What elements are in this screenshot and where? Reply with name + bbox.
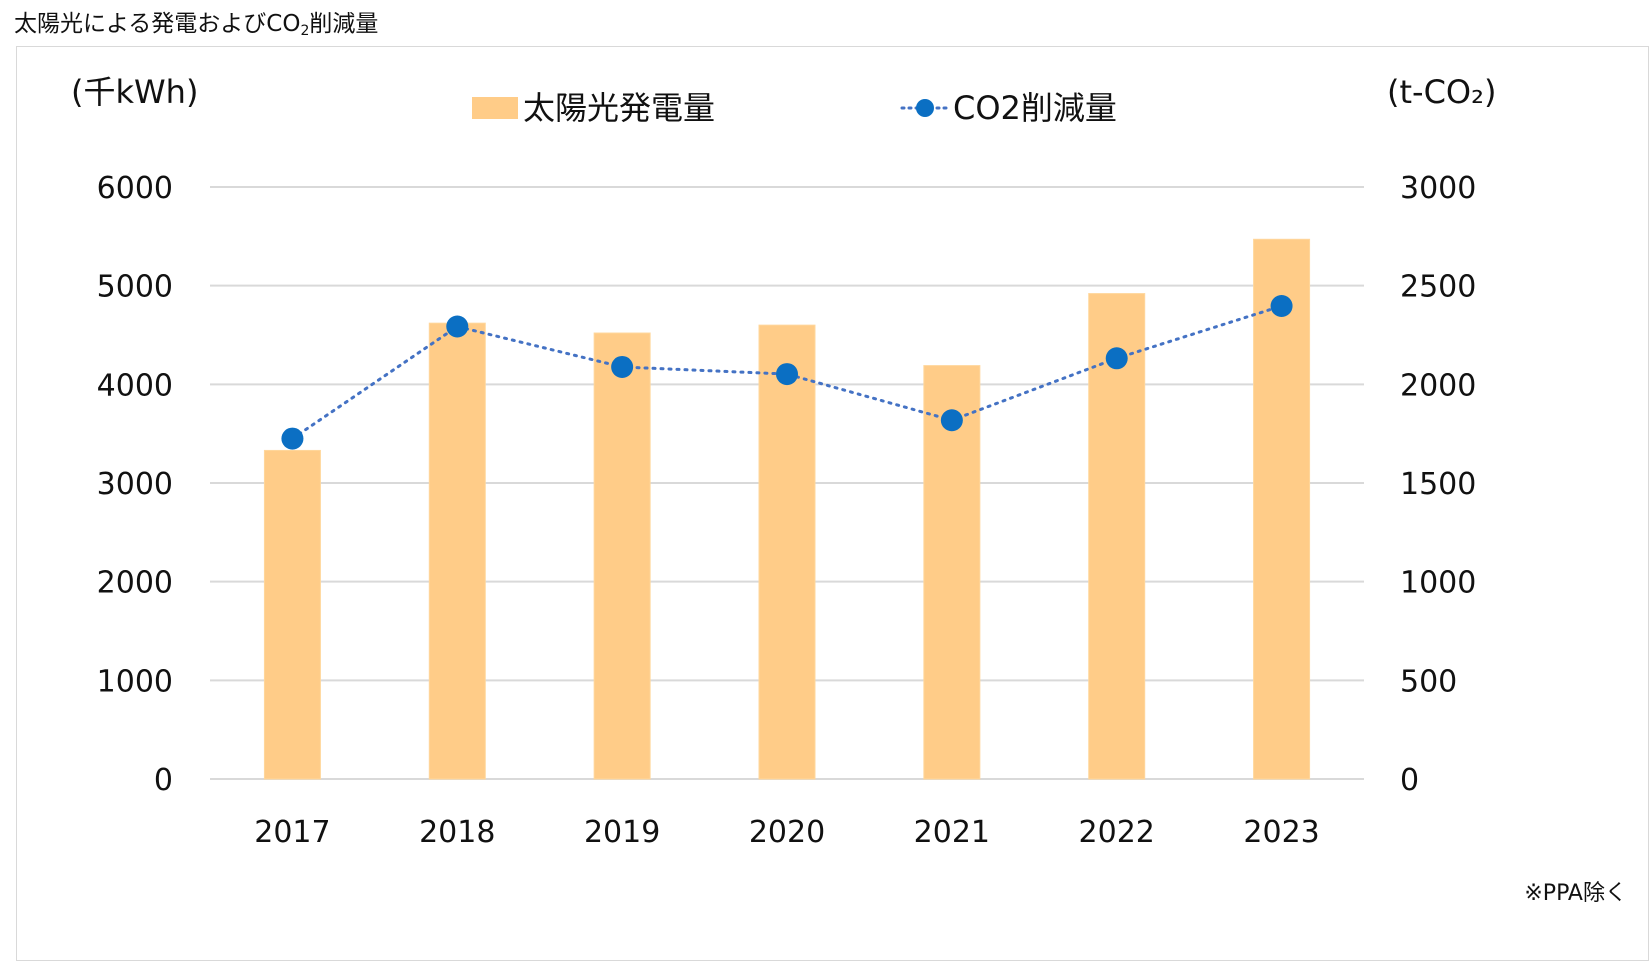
y-right-tick-label: 2000 xyxy=(1400,368,1476,403)
y-right-axis-label: (t-CO₂) xyxy=(1387,73,1496,111)
legend-line-label: CO2削減量 xyxy=(953,89,1117,127)
co2-marker-2019 xyxy=(611,355,634,378)
bar-2017 xyxy=(263,449,321,780)
legend-bar-label: 太陽光発電量 xyxy=(523,89,715,127)
page-title-subscript: 2 xyxy=(300,23,310,39)
gridlines xyxy=(210,186,1364,780)
legend-bar-swatch xyxy=(472,97,518,119)
y-left-tick-label: 4000 xyxy=(97,368,173,403)
page-title: 太陽光による発電およびCO2削減量 xyxy=(14,8,378,47)
y-right-tick-label: 2500 xyxy=(1400,270,1476,305)
bars xyxy=(263,238,1311,780)
co2-marker-2022 xyxy=(1105,347,1128,370)
tick-labels: 0 1000 2000 3000 4000 5000 6000 0 500 1000 1500 200… xyxy=(97,171,1477,850)
y-left-tick-label: 1000 xyxy=(97,664,173,699)
x-tick-label: 2017 xyxy=(254,815,330,850)
legend-marker-swatch xyxy=(916,99,934,117)
y-right-tick-label: 3000 xyxy=(1400,171,1476,206)
co2-markers xyxy=(281,294,1293,450)
y-left-axis-label: (千kWh) xyxy=(71,73,198,111)
x-tick-label: 2019 xyxy=(584,815,660,850)
x-tick-label: 2022 xyxy=(1079,815,1155,850)
combo-chart: 0 1000 2000 3000 4000 5000 6000 0 500 1000 1500 200… xyxy=(71,73,1627,906)
co2-marker-2017 xyxy=(281,427,304,450)
page-title-suffix: 削減量 xyxy=(309,11,379,37)
y-right-tick-label: 1500 xyxy=(1400,467,1476,502)
y-left-tick-label: 5000 xyxy=(97,270,173,305)
co2-marker-2023 xyxy=(1270,294,1293,317)
y-left-tick-label: 0 xyxy=(154,763,173,798)
chart-frame: 0 1000 2000 3000 4000 5000 6000 0 500 1000 1500 200… xyxy=(16,46,1649,961)
page-title-prefix: 太陽光による発電およびCO xyxy=(14,11,301,37)
y-left-tick-label: 3000 xyxy=(97,467,173,502)
y-right-tick-label: 1000 xyxy=(1400,566,1476,601)
x-tick-label: 2023 xyxy=(1243,815,1319,850)
bar-2020 xyxy=(758,324,816,780)
co2-marker-2021 xyxy=(940,409,963,432)
legend: 太陽光発電量 CO2削減量 xyxy=(472,89,1117,127)
co2-marker-2020 xyxy=(776,363,798,386)
footnote: ※PPA除く xyxy=(1524,881,1627,906)
bar-2022 xyxy=(1088,293,1146,780)
x-tick-label: 2020 xyxy=(749,815,825,850)
x-tick-label: 2021 xyxy=(914,815,990,850)
bar-2021 xyxy=(923,365,981,780)
bar-2018 xyxy=(428,322,486,780)
bar-2019 xyxy=(593,332,651,780)
y-left-tick-label: 6000 xyxy=(97,171,173,206)
co2-marker-2018 xyxy=(446,315,469,338)
y-right-tick-label: 0 xyxy=(1400,763,1419,798)
bar-2023 xyxy=(1253,238,1311,780)
y-right-tick-label: 500 xyxy=(1400,664,1457,699)
y-left-tick-label: 2000 xyxy=(97,566,173,601)
x-tick-label: 2018 xyxy=(419,815,495,850)
